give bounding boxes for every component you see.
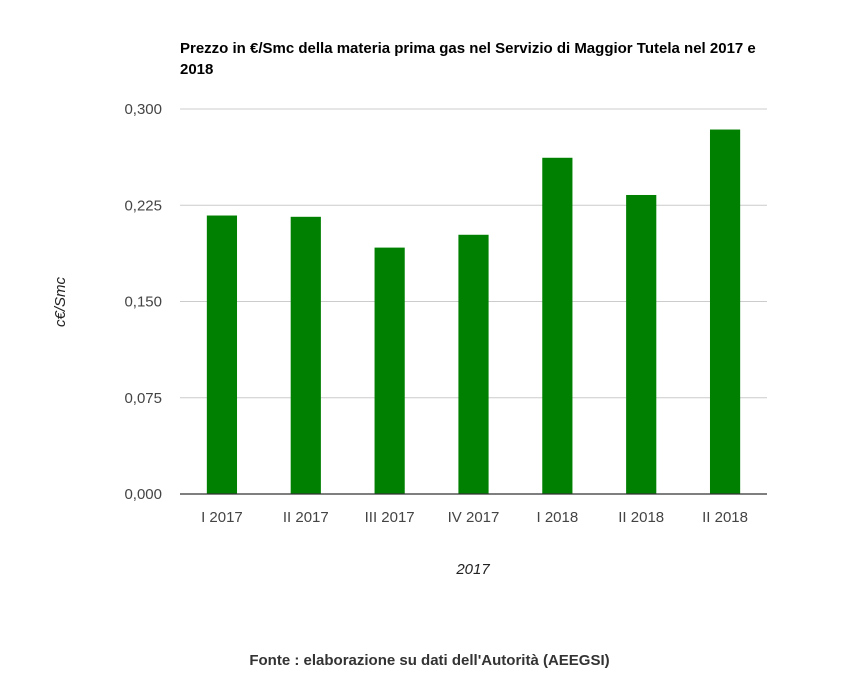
bar: [542, 157, 573, 494]
y-tick-label: 0,000: [124, 486, 162, 503]
x-tick-label: II 2018: [702, 509, 748, 526]
source-note: Fonte : elaborazione su dati dell'Autori…: [249, 652, 610, 669]
x-tick-label: II 2017: [283, 509, 329, 526]
bar-chart: 0,000 0,075 0,150 0,225 0,300 I 2017 II 2017 II…: [52, 101, 767, 578]
x-tick-label: IV 2017: [448, 509, 500, 526]
x-tick-label: I 2017: [201, 509, 243, 526]
bar: [709, 129, 741, 495]
x-axis-title: 2017: [455, 561, 490, 578]
y-tick-label: 0,300: [124, 101, 162, 118]
y-tick-label: 0,225: [124, 197, 162, 214]
x-tick-label: I 2018: [536, 509, 578, 526]
y-axis-title: c€/Smc: [52, 276, 69, 327]
x-tick-label: II 2018: [618, 509, 664, 526]
y-tick-label: 0,150: [124, 294, 162, 311]
bar: [206, 215, 238, 494]
bar: [290, 216, 321, 495]
bars: [206, 129, 741, 495]
y-tick-label: 0,075: [124, 390, 162, 407]
x-tick-label: III 2017: [365, 509, 415, 526]
bar: [374, 247, 405, 494]
axes: 0,000 0,075 0,150 0,225 0,300 I 2017 II 2017 II…: [124, 101, 767, 526]
bar: [626, 194, 657, 494]
bar: [458, 234, 489, 494]
chart-title: Prezzo in €/Smc della materia prima gas …: [180, 40, 756, 78]
